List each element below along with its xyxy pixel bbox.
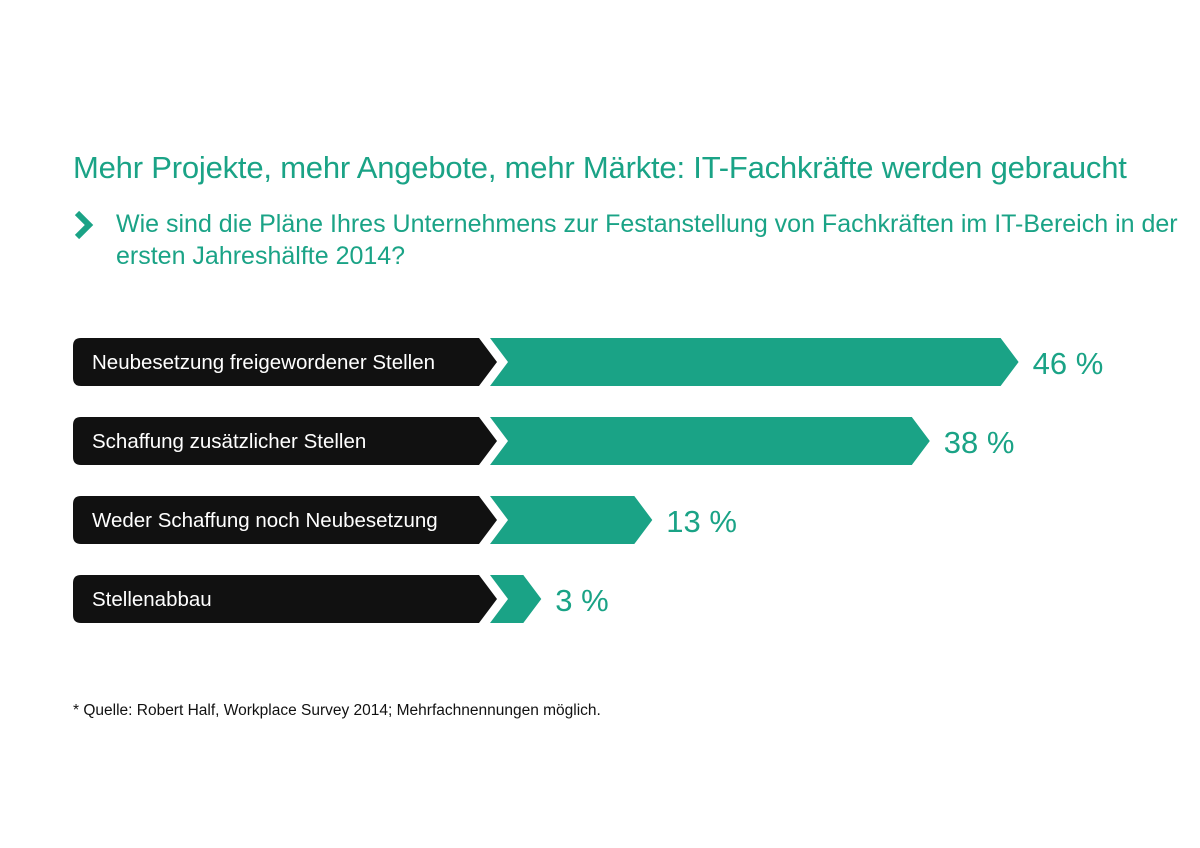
chart-subtitle: Wie sind die Pläne Ihres Unternehmens zu… [116, 210, 1178, 270]
category-label: Neubesetzung freigewordener Stellen [92, 351, 435, 374]
category-label: Schaffung zusätzlicher Stellen [92, 430, 366, 453]
bar-row: Schaffung zusätzlicher Stellen 38 % [73, 417, 1014, 465]
bar-row: Stellenabbau 3 % [73, 575, 609, 623]
bar [490, 575, 542, 623]
bar [490, 338, 1019, 386]
bar [490, 496, 653, 544]
category-label: Weder Schaffung noch Neubesetzung [92, 509, 438, 532]
category-label: Stellenabbau [92, 588, 212, 611]
data-label: 13 % [666, 504, 737, 539]
bar-row: Neubesetzung freigewordener Stellen 46 % [73, 338, 1103, 386]
data-label: 3 % [555, 583, 608, 618]
data-label: 38 % [944, 425, 1015, 460]
category-label-bar [73, 417, 497, 465]
category-label-bar [73, 575, 497, 623]
category-label-bar [73, 496, 497, 544]
source-footnote: * Quelle: Robert Half, Workplace Survey … [73, 702, 601, 719]
bar-row: Weder Schaffung noch Neubesetzung 13 % [73, 496, 737, 544]
chevron-right-icon [74, 210, 94, 240]
chart-title: Mehr Projekte, mehr Angebote, mehr Märkt… [73, 150, 1127, 185]
bar [490, 417, 930, 465]
data-label: 46 % [1033, 346, 1104, 381]
category-label-bar [73, 338, 497, 386]
